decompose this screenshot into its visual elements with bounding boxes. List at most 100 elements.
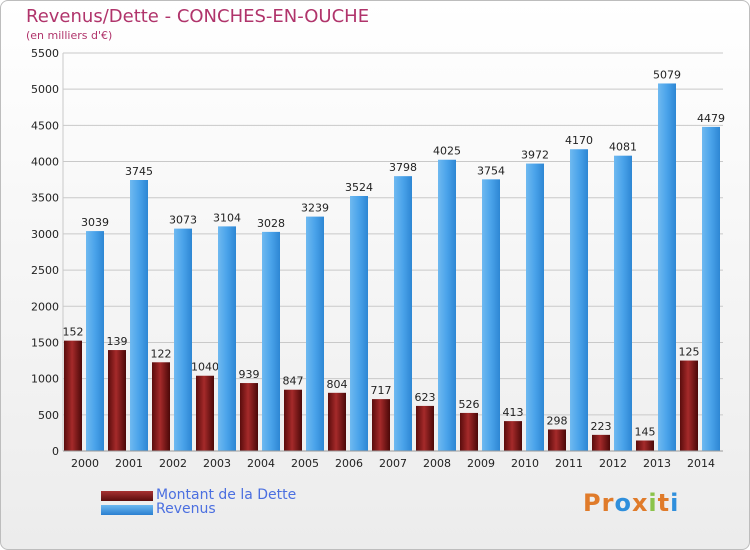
data-label-revenus: 5079 <box>653 68 681 81</box>
y-tick-label: 4500 <box>31 119 59 132</box>
data-label-dette: 717 <box>371 384 392 397</box>
x-tick-label: 2000 <box>71 457 99 470</box>
x-tick-label: 2004 <box>247 457 275 470</box>
y-tick-label: 500 <box>38 409 59 422</box>
x-tick-label: 2007 <box>379 457 407 470</box>
data-label-revenus: 3104 <box>213 211 241 224</box>
x-tick-label: 2003 <box>203 457 231 470</box>
x-tick-label: 2012 <box>599 457 627 470</box>
data-label-revenus: 3524 <box>345 181 373 194</box>
bar-dette <box>680 360 698 451</box>
data-label-dette: 847 <box>283 375 304 388</box>
bar-revenus <box>350 195 368 451</box>
legend-label-revenus: Revenus <box>156 501 216 517</box>
y-tick-label: 2000 <box>31 300 59 313</box>
bar-dette <box>328 392 346 451</box>
data-label-revenus: 4025 <box>433 145 461 158</box>
bar-dette <box>64 340 82 451</box>
chart-title: Revenus/Dette - CONCHES-EN-OUCHE <box>26 6 370 27</box>
bar-revenus <box>86 231 104 451</box>
data-label-revenus: 3039 <box>81 216 109 229</box>
bar-revenus <box>482 179 500 451</box>
bar-dette <box>284 389 302 451</box>
bar-dette <box>636 440 654 451</box>
data-label-revenus: 4081 <box>609 141 637 154</box>
y-tick-label: 5500 <box>31 47 59 60</box>
logo-letter: o <box>614 489 632 517</box>
bar-dette <box>240 383 258 451</box>
y-tick-label: 3500 <box>31 192 59 205</box>
x-tick-label: 2010 <box>511 457 539 470</box>
data-label-dette: 804 <box>327 378 348 391</box>
x-tick-label: 2002 <box>159 457 187 470</box>
chart-subtitle: (en milliers d'€) <box>26 29 113 42</box>
data-label-dette: 526 <box>459 398 480 411</box>
data-label-revenus: 3798 <box>389 161 417 174</box>
data-label-revenus: 3972 <box>521 149 549 162</box>
bar-revenus <box>262 231 280 451</box>
logo-letter: x <box>631 489 649 517</box>
bar-dette <box>416 405 434 451</box>
bar-dette <box>108 350 126 451</box>
bar-revenus <box>702 126 720 451</box>
x-tick-label: 2011 <box>555 457 583 470</box>
bar-dette <box>152 362 170 451</box>
bar-revenus <box>438 159 456 451</box>
bar-dette <box>592 434 610 451</box>
logo-letter: i <box>648 489 658 517</box>
bar-dette <box>548 429 566 451</box>
y-tick-label: 0 <box>52 445 59 458</box>
data-label-revenus: 3028 <box>257 217 285 230</box>
y-tick-label: 2500 <box>31 264 59 277</box>
y-tick-label: 3000 <box>31 228 59 241</box>
data-label-revenus: 3754 <box>477 164 505 177</box>
bar-revenus <box>130 179 148 452</box>
data-label-dette: 223 <box>591 420 612 433</box>
data-label-revenus: 4170 <box>565 134 593 147</box>
data-label-dette: 122 <box>151 347 172 360</box>
logo-letter: Pr <box>583 489 615 517</box>
bar-revenus <box>614 155 632 451</box>
proxiti-logo: Proxiti <box>583 489 679 517</box>
x-tick-label: 2006 <box>335 457 363 470</box>
x-tick-label: 2008 <box>423 457 451 470</box>
data-label-dette: 623 <box>415 391 436 404</box>
x-tick-label: 2001 <box>115 457 143 470</box>
data-label-dette: 1040 <box>191 361 219 374</box>
data-label-revenus: 3239 <box>301 202 329 215</box>
bar-dette <box>504 421 522 451</box>
x-tick-label: 2009 <box>467 457 495 470</box>
logo-letter: i <box>670 489 680 517</box>
y-tick-label: 5000 <box>31 83 59 96</box>
data-label-revenus: 4479 <box>697 112 725 125</box>
bar-revenus <box>174 228 192 451</box>
legend-label-dette: Montant de la Dette <box>156 487 297 503</box>
bar-revenus <box>570 149 588 451</box>
y-tick-label: 4000 <box>31 156 59 169</box>
data-label-dette: 145 <box>635 426 656 439</box>
x-tick-label: 2013 <box>643 457 671 470</box>
logo-letter: t <box>657 489 671 517</box>
bar-revenus <box>394 176 412 451</box>
y-tick-label: 1500 <box>31 336 59 349</box>
data-label-dette: 939 <box>239 368 260 381</box>
data-label-dette: 125 <box>679 346 700 359</box>
x-tick-label: 2014 <box>687 457 715 470</box>
bar-dette <box>196 375 214 451</box>
bar-dette <box>460 412 478 451</box>
data-label-dette: 298 <box>547 414 568 427</box>
bar-revenus <box>306 216 324 451</box>
bar-dette <box>372 399 390 451</box>
y-tick-label: 1000 <box>31 373 59 386</box>
data-label-dette: 139 <box>107 335 128 348</box>
legend-swatch-revenus <box>101 505 153 515</box>
data-label-dette: 152 <box>63 326 84 339</box>
x-tick-label: 2005 <box>291 457 319 470</box>
data-label-revenus: 3073 <box>169 214 197 227</box>
legend-swatch-dette <box>101 491 153 501</box>
data-label-dette: 413 <box>503 406 524 419</box>
data-label-revenus: 3745 <box>125 165 153 178</box>
bar-revenus <box>526 163 544 451</box>
